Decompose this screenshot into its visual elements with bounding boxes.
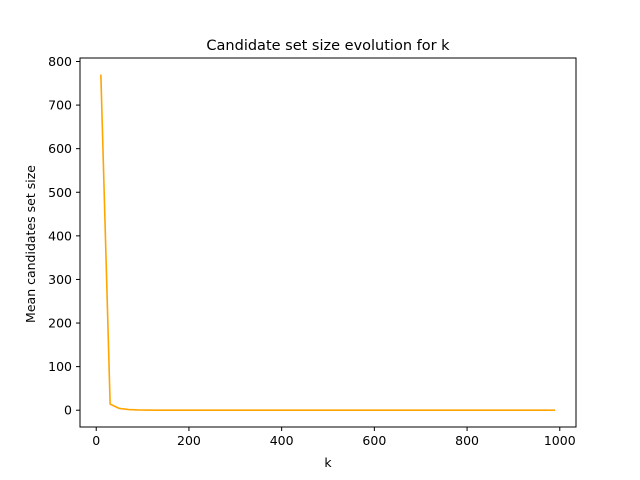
y-tick-label: 500 xyxy=(48,185,72,200)
x-tick-label: 0 xyxy=(92,433,100,448)
plot-area xyxy=(101,75,555,411)
y-tick-label: 300 xyxy=(48,272,72,287)
x-tick-label: 600 xyxy=(362,433,386,448)
y-axis: 0 100 200 300 400 500 600 700 800 xyxy=(48,54,80,418)
y-tick-label: 400 xyxy=(48,228,72,243)
series-line xyxy=(101,75,555,411)
chart-title: Candidate set size evolution for k xyxy=(206,38,450,54)
y-tick-label: 0 xyxy=(64,403,72,418)
x-tick-label: 200 xyxy=(177,433,201,448)
x-tick-label: 1000 xyxy=(544,433,576,448)
plot-frame xyxy=(80,58,576,427)
y-tick-label: 600 xyxy=(48,141,72,156)
y-axis-label: Mean candidates set size xyxy=(23,165,38,323)
x-axis-label: k xyxy=(324,455,332,470)
y-tick-label: 100 xyxy=(48,359,72,374)
x-axis: 0 200 400 600 800 1000 xyxy=(92,427,575,448)
y-tick-label: 700 xyxy=(48,98,72,113)
x-tick-label: 800 xyxy=(455,433,479,448)
y-tick-label: 800 xyxy=(48,54,72,69)
y-tick-label: 200 xyxy=(48,316,72,331)
x-tick-label: 400 xyxy=(270,433,294,448)
